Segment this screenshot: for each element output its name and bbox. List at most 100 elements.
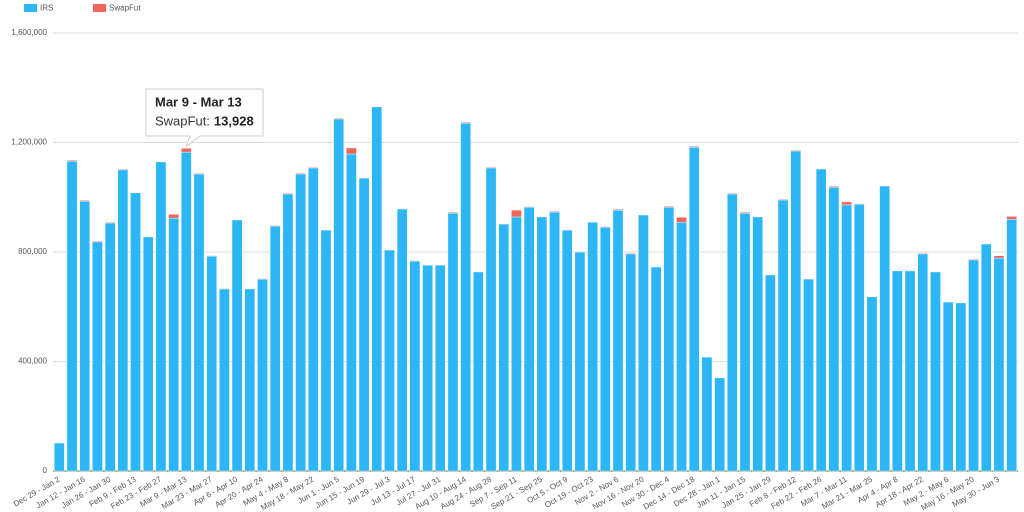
bar-segment: [638, 214, 649, 472]
bar-segment: [663, 206, 675, 472]
bar-segment: [727, 193, 738, 472]
bar-segment: [904, 270, 916, 472]
bar-segment: [155, 161, 167, 472]
bar-segment: [257, 278, 268, 472]
bar-segment: [561, 229, 573, 472]
bar-segment: [193, 172, 205, 175]
tooltip-box: [145, 88, 264, 148]
bar-segment: [422, 264, 433, 472]
bar-segment: [295, 172, 306, 175]
bar-segment: [346, 147, 357, 155]
bar-segment: [142, 236, 154, 472]
tooltip-title: Mar 9 - Mar 13: [155, 94, 242, 109]
bar-segment: [308, 167, 319, 472]
bar-segment: [752, 216, 763, 472]
bar-segment: [600, 226, 611, 472]
bar-segment: [485, 166, 497, 169]
bar-segment: [117, 168, 129, 171]
bar-segment: [803, 278, 814, 472]
bar-segment: [244, 288, 256, 472]
bar-segment: [815, 168, 827, 472]
y-tick-label: 400,000: [18, 357, 47, 366]
bar-segment: [879, 185, 890, 472]
bar-segment: [727, 192, 738, 195]
bar-segment: [917, 252, 929, 255]
bar-segment: [320, 229, 332, 472]
bar-segment: [447, 212, 459, 472]
bar-segment: [346, 153, 357, 472]
bar-segment: [447, 212, 459, 214]
bar-segment: [384, 249, 395, 472]
legend-label: SwapFut: [109, 4, 141, 13]
bar-segment: [777, 198, 789, 201]
bar-segment: [130, 192, 141, 472]
bar-segment: [523, 206, 535, 208]
bar-segment: [612, 209, 624, 211]
bar-segment: [308, 166, 319, 169]
bar-segment: [79, 200, 91, 472]
legend-swatch: [93, 4, 106, 12]
bar-segment: [104, 222, 116, 472]
bar-segment: [917, 253, 929, 472]
bar-segment: [828, 186, 840, 472]
bar-segment: [168, 214, 179, 219]
bar-segment: [676, 221, 687, 472]
bar-segment: [854, 203, 865, 205]
bar-segment: [206, 255, 217, 257]
bar-segment: [460, 122, 471, 124]
bar-segment: [66, 160, 78, 472]
bar-segment: [117, 169, 129, 472]
bar-segment: [1006, 218, 1017, 472]
bar-segment: [574, 251, 586, 253]
bar-segment: [511, 216, 522, 472]
bar-segment: [193, 173, 205, 472]
bar-segment: [625, 253, 637, 472]
bar-segment: [460, 122, 471, 472]
bar-segment: [168, 217, 179, 472]
bar-segment: [282, 192, 294, 195]
bar-segment: [650, 266, 662, 472]
bar-segment: [790, 150, 802, 472]
bar-segment: [765, 274, 776, 472]
bar-segment: [511, 209, 522, 218]
bar-segment: [993, 255, 1005, 259]
bar-segment: [790, 149, 802, 152]
bar-segment: [676, 217, 687, 223]
bar-segment: [333, 118, 344, 472]
bar-segment: [206, 255, 217, 472]
bar-segment: [663, 206, 675, 208]
bar-segment: [841, 201, 852, 206]
bar-segment: [79, 200, 91, 202]
legend-label: IRS: [40, 4, 53, 13]
bar-segment: [930, 271, 941, 472]
bar-segment: [523, 206, 535, 472]
tooltip-label: SwapFut:: [155, 113, 210, 128]
bar-segment: [892, 270, 903, 472]
bar-segment: [549, 211, 560, 472]
bar-segment: [549, 211, 560, 213]
bar-segment: [231, 219, 243, 472]
bar-segment: [409, 260, 421, 262]
bar-segment: [371, 106, 383, 472]
y-tick-label: 1,200,000: [11, 138, 47, 147]
legend-swatch: [24, 4, 37, 12]
bar-segment: [1006, 216, 1017, 220]
bar-segment: [739, 212, 751, 214]
bar-segment: [396, 208, 408, 472]
bar-segment: [968, 258, 979, 261]
bar-segment: [993, 257, 1005, 472]
bar-segment: [739, 212, 751, 472]
y-tick-label: 800,000: [18, 247, 47, 256]
bar-segment: [219, 288, 230, 472]
bar-segment: [574, 251, 586, 472]
bar-segment: [181, 151, 192, 472]
bar-segment: [841, 204, 852, 472]
bar-segment: [66, 160, 78, 162]
bar-segment: [688, 146, 700, 472]
y-tick-label: 1,600,000: [11, 28, 47, 37]
bar-segment: [701, 356, 713, 472]
bar-segment: [269, 225, 281, 227]
bar-segment: [92, 240, 103, 243]
bar-segment: [295, 173, 306, 472]
